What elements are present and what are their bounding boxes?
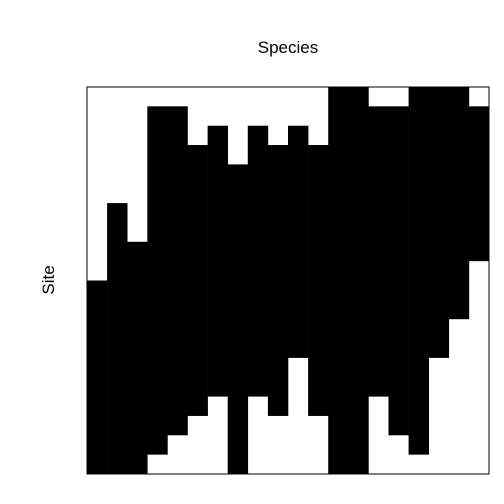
species-9-presence <box>247 125 269 397</box>
incidence-cells <box>87 87 490 474</box>
species-2-presence <box>107 203 128 474</box>
species-5-presence <box>167 106 188 436</box>
species-7-presence <box>207 125 228 397</box>
species-15-presence <box>368 106 389 397</box>
chart-title: Species <box>257 38 319 57</box>
species-16-presence <box>388 106 409 436</box>
plot-frame <box>86 86 490 475</box>
species-12-presence <box>308 145 329 416</box>
species-14-presence <box>348 87 369 474</box>
species-13-presence <box>328 87 349 474</box>
species-3-presence <box>127 241 148 474</box>
species-10-presence <box>267 145 289 416</box>
species-18-presence <box>428 87 450 358</box>
species-11-presence <box>288 125 309 358</box>
species-19-presence <box>448 87 470 320</box>
species-17-presence <box>408 87 429 455</box>
species-1-presence <box>87 280 108 474</box>
species-8-presence <box>227 164 249 474</box>
species-6-presence <box>187 145 208 416</box>
species-20-presence <box>468 106 490 262</box>
species-4-presence <box>147 106 168 455</box>
